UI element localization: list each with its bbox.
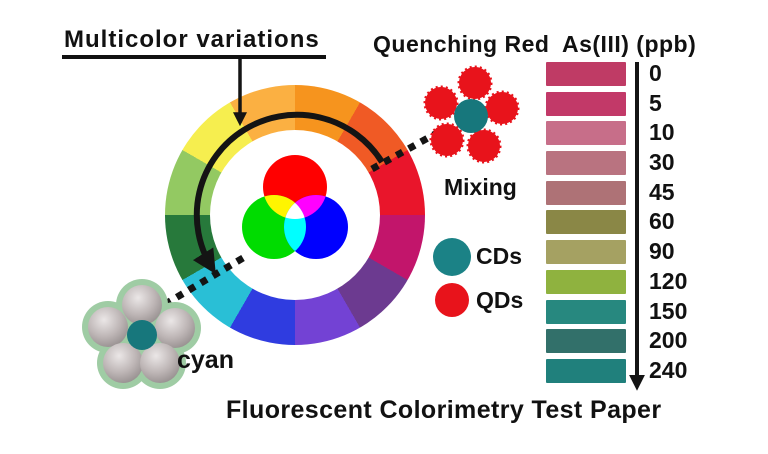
cd-core-particle [127,320,157,350]
rgb-magenta-overlap [284,195,327,219]
qd-particle [429,122,465,158]
concentration-label: 0 [649,60,662,86]
qd-particle [457,65,493,101]
concentration-label: 240 [649,356,688,383]
rgb-mixing-diagram [242,155,348,259]
dotted-connector-cyan [160,254,245,310]
red-to-cyan-arc-arrow [192,111,385,275]
test-strip [546,358,626,383]
dotted-connector-red [370,129,439,173]
cyan-cluster [82,279,201,389]
test-strip [546,240,626,265]
test-strip [546,62,626,86]
gray-particle [140,343,180,383]
test-strip [546,151,626,176]
title-multicolor-variations: Multicolor variations [62,26,326,59]
concentration-label: 90 [649,238,675,265]
gray-particle [155,308,195,348]
legend-qds-label: QDs [476,287,524,313]
concentration-label: 30 [649,149,675,176]
test-strip [546,299,626,324]
label-mixing: Mixing [444,174,517,200]
figure-caption: Fluorescent Colorimetry Test Paper [226,396,662,424]
test-strip [546,91,626,116]
label-quenching-red: Quenching Red [373,31,550,57]
test-strip [546,210,626,235]
gray-particle [88,307,128,347]
concentration-label: 150 [649,297,688,324]
test-strip [546,269,626,294]
legend-qds-dot [435,283,469,317]
concentration-labels: 0 5 10 30 45 60 90 120 150 200 240 [649,61,687,388]
test-strip [546,329,626,354]
gray-particle [103,343,143,383]
legend-cds-label: CDs [476,243,523,269]
concentration-label: 5 [649,89,662,116]
legend-cds-dot [433,238,471,276]
concentration-label: 120 [649,267,688,294]
gray-particle [122,285,162,325]
test-strip [546,121,626,146]
label-cyan: cyan [177,346,234,374]
qd-particle [423,85,459,121]
cd-core-particle [454,99,488,133]
rgb-yellow-overlap [263,195,306,219]
concentration-label: 45 [649,178,675,205]
qd-cluster [423,65,520,164]
label-scale-header: As(III) (ppb) [562,31,697,57]
qd-particle [466,128,502,164]
concentration-label: 60 [649,208,675,235]
test-strip-column [546,62,626,389]
concentration-label: 200 [649,327,688,354]
qd-particle [484,90,520,126]
test-strip [546,180,626,205]
concentration-label: 10 [649,119,675,146]
